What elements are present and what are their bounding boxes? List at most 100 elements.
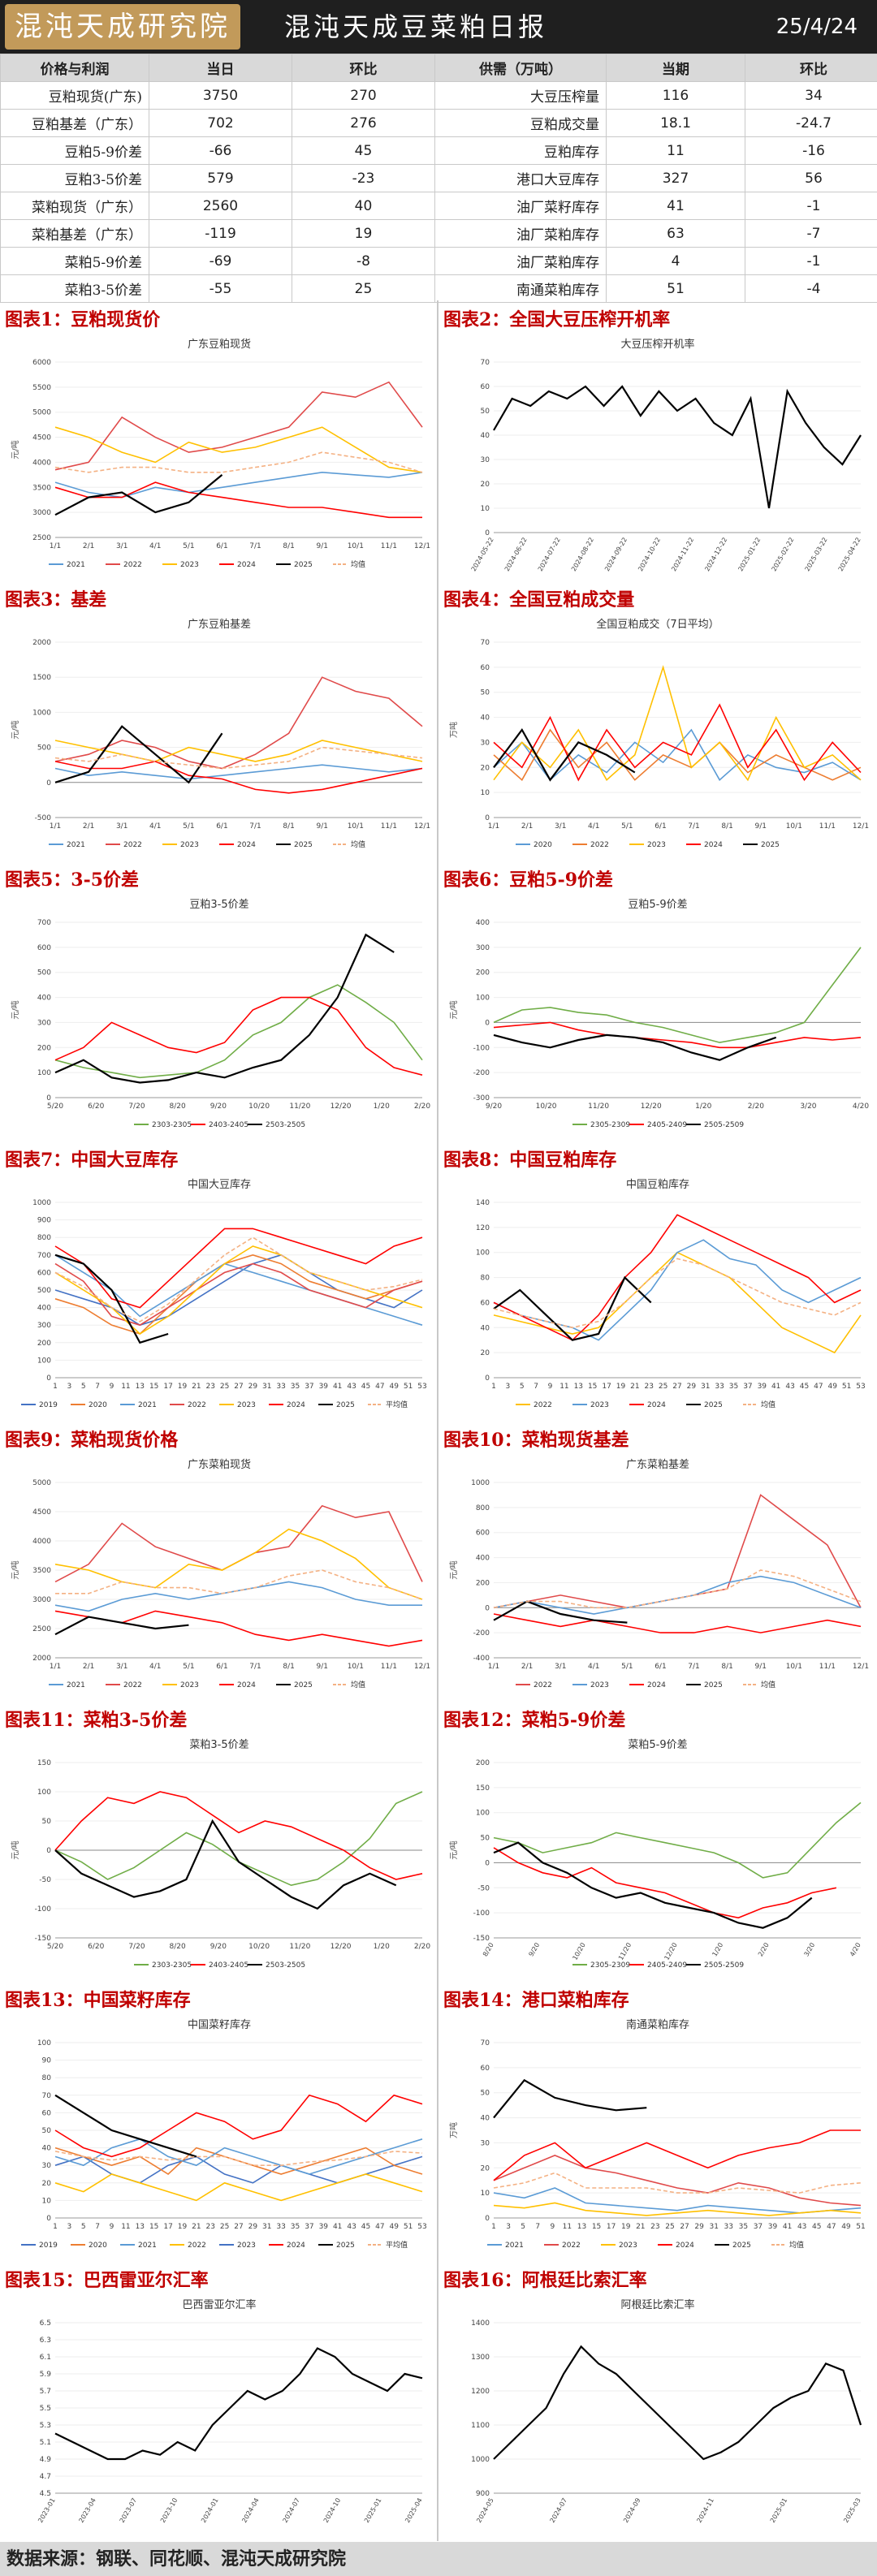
x-tick-label: 4/1 — [149, 822, 161, 831]
x-tick-label: 1/20 — [695, 1102, 711, 1111]
y-tick-label: 70 — [481, 639, 490, 647]
x-tick-label: 33 — [276, 2223, 285, 2231]
table-row: 豆粕基差（广东） 702 276 豆粕成交量 18.1 -24.7 — [0, 109, 877, 137]
x-tick-label: 43 — [785, 1383, 794, 1391]
y-tick-label: 40 — [481, 1324, 490, 1332]
y-tick-label: 0 — [485, 1374, 490, 1383]
y-tick-label: 30 — [481, 456, 490, 464]
x-tick-label: 8/1 — [283, 822, 294, 831]
legend-label: 2023 — [647, 841, 666, 849]
table-cell: -1 — [745, 247, 877, 275]
legend-label: 2019 — [39, 2242, 58, 2250]
y-tick-label: 100 — [37, 2039, 51, 2047]
legend-label: 2021 — [67, 561, 85, 569]
x-tick-label: 2024-05-22 — [470, 537, 495, 573]
chart-title: 巴西雷亚尔汇率 — [182, 2298, 256, 2311]
y-tick-label: 1500 — [32, 674, 51, 682]
table-cell: 油厂菜粕库存 — [434, 247, 607, 275]
x-tick-label: 3/1 — [116, 1663, 127, 1671]
y-tick-label: 20 — [481, 2164, 490, 2173]
y-tick-label: 5.1 — [40, 2439, 51, 2447]
x-tick-label: 6/20 — [88, 1102, 104, 1111]
x-tick-label: 5/1 — [621, 822, 633, 831]
y-tick-label: 300 — [37, 1322, 51, 1330]
x-tick-label: 7/1 — [688, 1663, 699, 1671]
table-cell: -119 — [149, 219, 292, 248]
y-tick-label: 3000 — [32, 509, 51, 517]
table-cell: 45 — [292, 136, 435, 165]
table-row: 豆粕现货(广东) 3750 270 大豆压榨量 116 34 — [0, 81, 877, 110]
x-tick-label: 45 — [800, 1383, 809, 1391]
chart-panel: 图表5：3-5价差 豆粕3-5价差 元/吨 0 100 200 300 400 500 600 70… — [0, 861, 437, 1141]
x-tick-label: 35 — [291, 1383, 300, 1391]
x-tick-label: 23 — [206, 2223, 215, 2231]
series-line — [493, 1258, 862, 1329]
legend-label: 2405-2409 — [647, 1121, 687, 1129]
x-tick-label: 9/20 — [210, 1102, 227, 1111]
x-tick-label: 12/20 — [663, 1942, 678, 1961]
series-line — [493, 727, 636, 782]
series-line — [54, 1528, 423, 1600]
y-tick-label: 2500 — [32, 1625, 51, 1633]
chart-panel-title: 图表15：巴西雷亚尔汇率 — [5, 2270, 209, 2291]
legend-label: 2025 — [336, 2242, 355, 2250]
x-tick-label: 7/1 — [249, 542, 261, 550]
legend-label: 平均值 — [386, 2240, 408, 2250]
chart-panel: 图表1：豆粕现货价 广东豆粕现货 元/吨 2500 3000 3500 4000 4500 50… — [0, 300, 437, 581]
legend-label: 2022 — [123, 841, 142, 849]
legend-label: 2025 — [336, 1401, 355, 1409]
y-tick-label: 3500 — [32, 484, 51, 492]
x-tick-label: 39 — [319, 1383, 329, 1391]
chart-panel: 图表6：豆粕5-9价差 豆粕5-9价差 元/吨 -300 -200 -100 0 100 200… — [438, 861, 875, 1141]
series-line — [54, 740, 423, 762]
x-tick-label: 49 — [841, 2223, 851, 2231]
y-axis-label: 元/吨 — [448, 1000, 459, 1019]
chart-panel: 图表16：阿根廷比索汇率 阿根廷比索汇率 900 1000 1100 1200 1300 14… — [438, 2261, 875, 2542]
x-tick-label: 12/1 — [414, 822, 430, 831]
column-divider — [437, 300, 438, 2541]
x-tick-label: 5 — [521, 2223, 525, 2231]
table-cell: -7 — [745, 219, 877, 248]
legend-label: 2024 — [647, 1681, 666, 1689]
table-cell: -8 — [292, 247, 435, 275]
x-tick-label: 7/1 — [249, 1663, 261, 1671]
x-tick-label: 1 — [53, 2223, 58, 2231]
x-tick-label: 2/20 — [748, 1102, 764, 1111]
y-tick-label: 30 — [481, 2139, 490, 2147]
table-cell: 40 — [292, 192, 435, 220]
chart-panel-title: 图表13：中国菜籽库存 — [5, 1990, 191, 2011]
series-line — [493, 2202, 862, 2216]
x-tick-label: 5/1 — [183, 1663, 194, 1671]
y-tick-label: 40 — [42, 2145, 52, 2153]
series-line — [493, 1600, 628, 1624]
legend-label: 2303-2305 — [152, 1961, 192, 1970]
x-tick-label: 11 — [121, 2223, 130, 2231]
x-tick-label: 9/1 — [316, 1663, 327, 1671]
chart-panel: 图表12：菜粕5-9价差 菜粕5-9价差 元/吨 -150 -100 -50 0 50 100 1… — [438, 1701, 875, 1982]
series-line — [54, 746, 423, 770]
y-tick-label: 1400 — [471, 2319, 490, 2328]
x-tick-label: 11/1 — [381, 822, 397, 831]
series-line — [54, 426, 423, 473]
x-tick-label: 35 — [729, 1383, 738, 1391]
y-tick-label: 6.3 — [40, 2337, 51, 2345]
y-tick-label: 2000 — [32, 639, 51, 647]
x-tick-label: 11/20 — [617, 1942, 633, 1961]
x-tick-label: 11/1 — [381, 1663, 397, 1671]
x-tick-label: 13 — [577, 2223, 586, 2231]
x-tick-label: 13 — [136, 2223, 145, 2231]
x-tick-label: 15 — [592, 2223, 601, 2231]
y-tick-label: 100 — [37, 1357, 51, 1365]
series-line — [493, 2172, 862, 2194]
y-tick-label: 600 — [37, 944, 51, 952]
y-tick-label: 600 — [37, 1269, 51, 1277]
x-tick-label: 12/1 — [414, 1663, 430, 1671]
column-header: 当期 — [606, 54, 745, 82]
x-tick-label: 11/1 — [381, 542, 397, 550]
x-tick-label: 9/1 — [754, 1663, 766, 1671]
legend-label: 2023 — [619, 2242, 637, 2250]
x-tick-label: 27 — [234, 2223, 243, 2231]
x-tick-label: 11 — [559, 1383, 568, 1391]
chart-panel-title: 图表11：菜粕3-5价差 — [5, 1710, 188, 1731]
table-cell: 菜粕5-9价差 — [0, 247, 149, 275]
